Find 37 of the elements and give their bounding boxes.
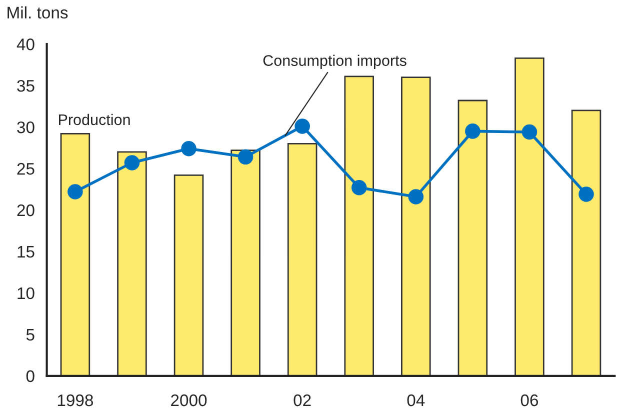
bar	[344, 76, 374, 376]
y-tick-label: 25	[17, 162, 34, 175]
point	[522, 124, 538, 140]
point	[465, 124, 480, 139]
bar	[287, 142, 318, 376]
point	[124, 155, 140, 170]
bar	[514, 58, 544, 376]
bar	[230, 150, 260, 376]
text: Consumption imports	[263, 54, 406, 69]
point	[351, 180, 367, 196]
point	[238, 149, 254, 165]
y-tick-label: 30	[17, 121, 34, 134]
y-tick-label: 10	[18, 287, 34, 300]
y-tick-label: 15	[18, 246, 34, 258]
point	[294, 118, 310, 134]
point	[181, 140, 196, 156]
x-tick-label: 1998	[58, 394, 94, 406]
bar	[117, 151, 147, 376]
y-tick-label: 0	[26, 370, 34, 382]
point	[408, 189, 424, 204]
bar	[174, 174, 204, 376]
y-tick-label: 40	[16, 38, 34, 50]
point	[578, 186, 594, 202]
point	[68, 184, 83, 200]
x-tick-label: 02	[294, 394, 311, 406]
bar	[401, 76, 431, 376]
x-tick-label: 2000	[171, 394, 207, 406]
bar	[60, 132, 90, 376]
x-tick-label: 06	[520, 394, 538, 406]
y-tick-label: 5	[26, 329, 34, 341]
bar	[571, 110, 602, 376]
y-axis-title: Mil. tons	[8, 6, 68, 19]
y-tick-label: 20	[17, 204, 34, 216]
x-tick-label: 04	[407, 394, 425, 406]
series-label: Production	[58, 114, 130, 126]
bar	[458, 100, 488, 376]
y-tick-label: 35	[17, 80, 34, 92]
